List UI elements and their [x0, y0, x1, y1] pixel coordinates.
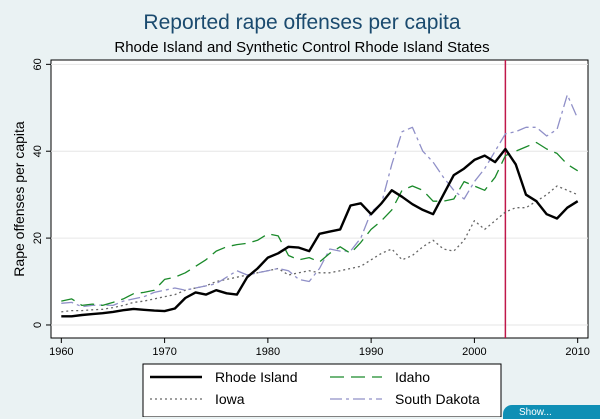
y-tick-label: 20 [32, 232, 44, 244]
legend-label-idaho: Idaho [395, 369, 430, 385]
series-line-iowa [61, 185, 578, 313]
x-tick-label: 1980 [256, 346, 280, 358]
y-tick-label: 0 [32, 322, 44, 328]
series-line-rhode-island [61, 147, 579, 318]
x-tick-label: 2010 [565, 346, 589, 358]
plot-area [50, 59, 589, 339]
show-button[interactable]: Show... [503, 405, 600, 419]
legend-label-rhode-island: Rhode Island [215, 369, 298, 385]
y-axis-title: Rape offenses per capita [11, 121, 27, 277]
x-tick-label: 2000 [462, 346, 486, 358]
chart-subtitle: Rhode Island and Synthetic Control Rhode… [114, 39, 489, 56]
series-line-idaho [61, 141, 579, 307]
x-tick-label: 1970 [152, 346, 176, 358]
legend-label-south-dakota: South Dakota [395, 391, 480, 407]
series-line-south-dakota [61, 94, 579, 308]
x-tick-label: 1960 [49, 346, 73, 358]
y-tick-label: 60 [32, 58, 44, 70]
legend-label-iowa: Iowa [215, 391, 245, 407]
x-tick-label: 1990 [359, 346, 383, 358]
y-tick-label: 40 [32, 145, 44, 157]
legend [142, 363, 502, 417]
chart-title: Reported rape offenses per capita [143, 11, 460, 34]
